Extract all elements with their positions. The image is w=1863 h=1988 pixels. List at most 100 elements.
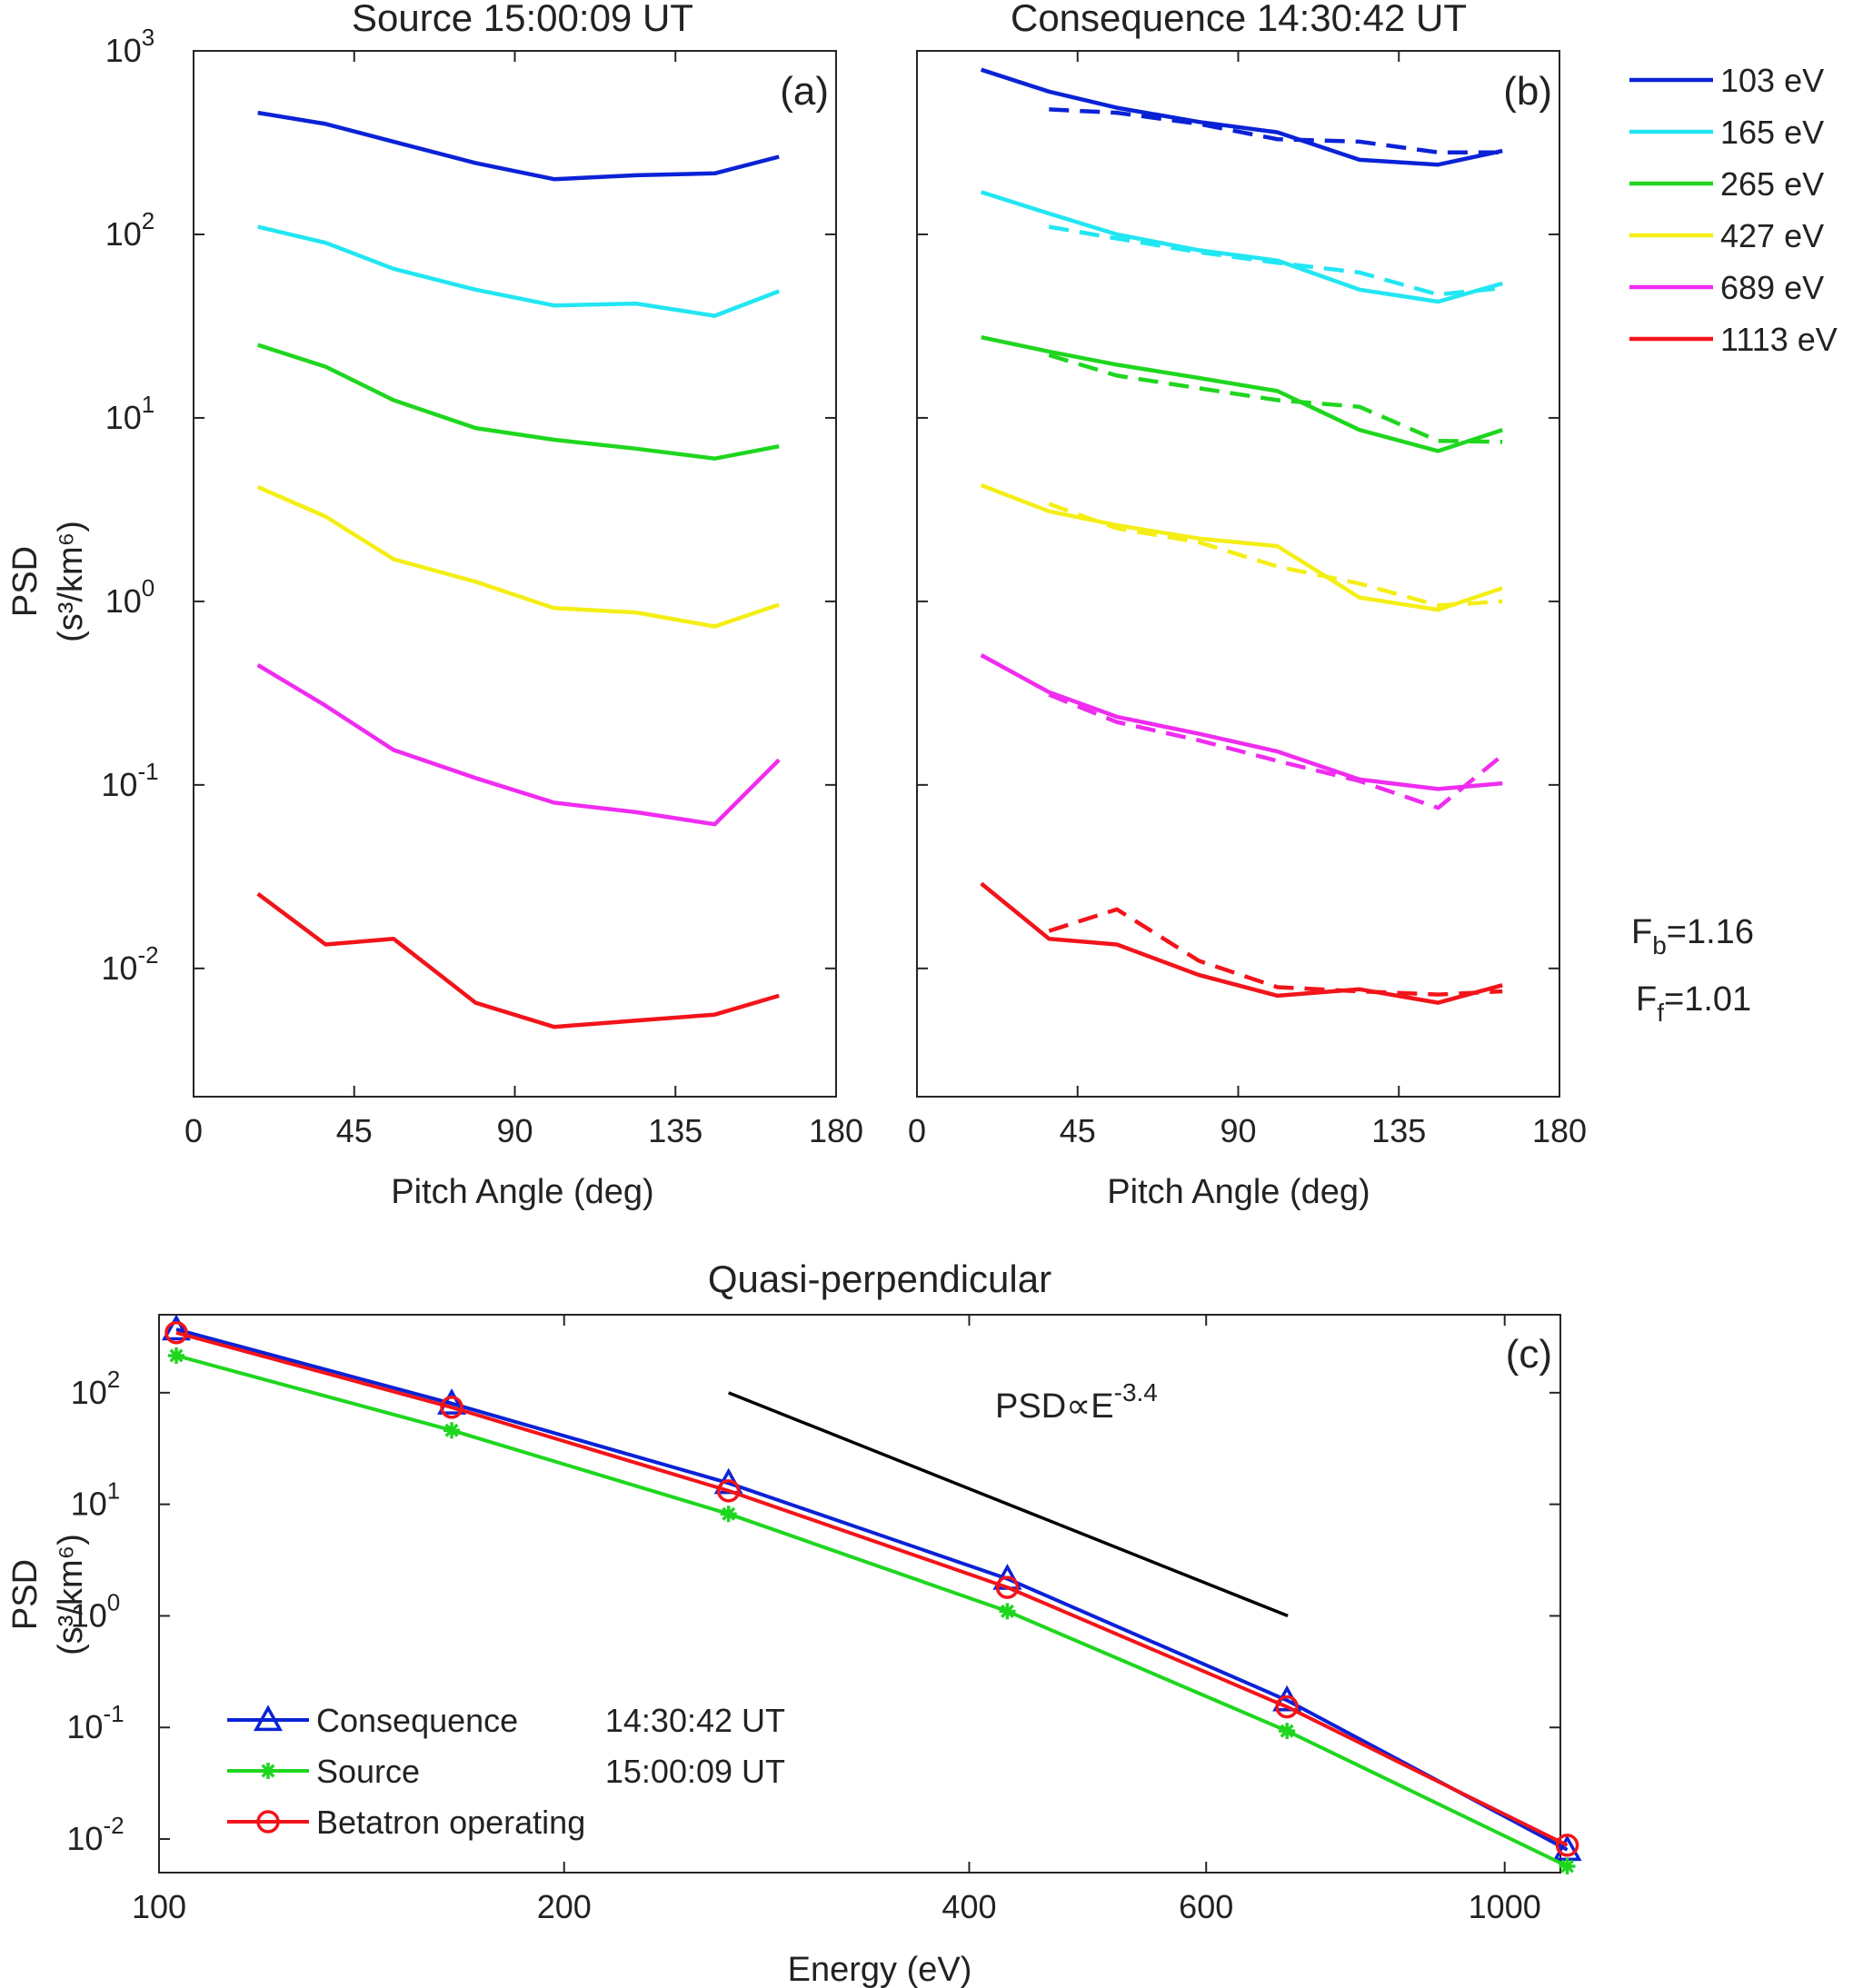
panel-b-series-1113-ev (980, 881, 1503, 1005)
panel-a-xtick-label-2: 90 (496, 1112, 533, 1149)
legend-label-1113-ev: 1113 eV (1720, 321, 1838, 358)
panel-a-xtick-label-0: 0 (184, 1112, 203, 1149)
panel-b-dashed-series-2 (1048, 353, 1503, 444)
reference-label-exp: -3.4 (1114, 1378, 1158, 1407)
panel-c-series-source-15-00-09-ut-point-0-stroke-3 (169, 1348, 184, 1363)
panel-a-ytick-label-exp-0: -2 (137, 941, 158, 969)
fb-base: F (1631, 913, 1652, 951)
panel-b: Consequence 14:30:42 UT (b) Pitch Angle … (908, 0, 1587, 1211)
panel-c-series (162, 1314, 1582, 1875)
panel-c-xlabel: Energy (eV) (788, 1951, 972, 1988)
reference-line (728, 1391, 1289, 1618)
panel-c-ytick-label-exp-0: -2 (103, 1812, 124, 1839)
panel-c-series-betatron-operating-point-4 (1275, 1695, 1299, 1719)
panel-c-ytick-label-base-2: 10 (71, 1596, 107, 1634)
ff-value: =1.01 (1664, 980, 1751, 1019)
panel-a-ytick-label-base-0: 10 (101, 949, 137, 987)
fb-value: =1.16 (1667, 913, 1754, 951)
panel-c-series-source-15-00-09-ut-point-5 (1559, 1858, 1576, 1875)
panel-c-series-source-15-00-09-ut-point-1 (443, 1422, 461, 1439)
panel-c-title: Quasi-perpendicular (708, 1257, 1051, 1300)
fb-sub: b (1652, 931, 1667, 959)
panel-b-dashed-series-5 (1048, 907, 1503, 997)
panel-a-ytick-label-base-1: 10 (101, 766, 137, 803)
energy-legend: 103 eV 165 eV 265 eV 427 eV 689 eV 1113 eV (1629, 62, 1838, 358)
panel-c-series-source-15-00-09-ut-point-0 (168, 1347, 185, 1365)
panel-c-xtick-label-3: 600 (1179, 1888, 1233, 1925)
panel-b-xtick-label-0: 0 (908, 1112, 926, 1149)
panel-c-ytick-label-exp-4: 2 (107, 1366, 120, 1393)
panel-c-series-source-15-00-09-ut-point-2 (720, 1506, 737, 1523)
panel-a-ytick-label-2: 100 (105, 574, 155, 620)
panel-a-series-427-ev (256, 484, 780, 629)
panel-c-legend-betatron-operating-label: Betatron operating (316, 1804, 585, 1841)
panel-c-series-betatron-operating-point-5 (1555, 1834, 1579, 1857)
panel-c-reference (728, 1391, 1289, 1618)
panel-c-legend-betatron-operating-marker (256, 1810, 280, 1834)
panel-c-legend: Consequence 14:30:42 UT Source 15:00:09 UT B… (227, 1702, 785, 1841)
reference-label-text: PSD∝E (995, 1387, 1114, 1426)
panel-c-legend-consequence-marker (254, 1705, 283, 1732)
panel-a-ytick-label-4: 102 (105, 207, 155, 253)
panel-c-x-ticks: 100 200 400 600 1000 (132, 1315, 1541, 1925)
panel-a-series-265-ev (257, 343, 780, 461)
panel-a-xlabel: Pitch Angle (deg) (391, 1173, 653, 1211)
panel-c-series-consequence-14-30-42-ut-point-0 (162, 1314, 191, 1341)
panel-a-xtick-label-1: 45 (336, 1112, 373, 1149)
panel-c-ytick-label-base-4: 10 (71, 1374, 107, 1411)
panel-a-ytick-label-exp-4: 2 (142, 207, 154, 234)
panel-c-legend-consequence-time: 14:30:42 UT (605, 1702, 785, 1739)
panel-c-xtick-label-4: 1000 (1469, 1888, 1541, 1925)
panel-a-ylabel-line2: (s³/km⁶) (52, 521, 90, 642)
panel-b-series-689-ev (980, 653, 1503, 791)
panel-c-series-betatron-operating-point-0 (164, 1321, 188, 1345)
panel-b-dashed-series-4 (1048, 692, 1504, 810)
panel-a-xtick-label-4: 180 (809, 1112, 863, 1149)
panel-c-axes (158, 1314, 1561, 1874)
panel-c-legend-source-marker (260, 1763, 276, 1779)
panel-c-ytick-label-4: 102 (71, 1366, 121, 1411)
panel-c-series-source-15-00-09-ut-point-4-stroke-3 (1280, 1724, 1294, 1738)
panel-c-ytick-label-exp-1: -1 (103, 1700, 124, 1727)
panel-a-ytick-label-base-3: 10 (105, 399, 142, 436)
panel-b-y-ticks (917, 50, 1559, 969)
panel-c-series-source-15-00-09-ut-point-4 (1279, 1723, 1296, 1740)
panel-b-series (980, 67, 1503, 1005)
panel-c-series-source-15-00-09-ut-point-5-stroke-3 (1560, 1859, 1575, 1874)
panel-c-series-betatron-operating (175, 1330, 1569, 1847)
legend-label-265-ev: 265 eV (1720, 165, 1824, 203)
panel-a-series-689-ev (256, 662, 781, 827)
panel-b-xtick-label-4: 180 (1532, 1112, 1587, 1149)
panel-c-xtick-label-1: 200 (537, 1888, 592, 1925)
panel-c: Quasi-perpendicular (c) Energy (eV) PSD … (6, 1257, 1582, 1988)
ff-sub: f (1657, 999, 1664, 1027)
panel-c-legend-source-label: Source (316, 1753, 420, 1790)
reference-label: PSD∝E-3.4 (995, 1378, 1158, 1426)
panel-c-series-betatron-operating-point-1 (440, 1396, 463, 1419)
legend-label-103-ev: 103 eV (1720, 62, 1824, 99)
panel-a-ytick-label-base-5: 10 (105, 32, 142, 69)
panel-b-xtick-label-2: 90 (1220, 1112, 1256, 1149)
panel-a-ylabel-line1: PSD (6, 546, 45, 617)
panel-c-ytick-label-base-3: 10 (71, 1486, 107, 1523)
panel-b-axes (916, 50, 1560, 1098)
panel-c-series-consequence-14-30-42-ut-point-1 (437, 1388, 467, 1415)
panel-c-legend-source-time: 15:00:09 UT (605, 1753, 785, 1790)
panel-a-xtick-label-3: 135 (648, 1112, 702, 1149)
panel-c-ytick-label-exp-3: 1 (107, 1477, 120, 1505)
panel-c-ytick-label-3: 101 (71, 1477, 121, 1523)
ff-annotation: Ff=1.01 (1636, 980, 1751, 1027)
panel-a-axes (193, 50, 837, 1098)
panel-c-series-source-15-00-09-ut-point-3-stroke-3 (1000, 1604, 1015, 1618)
panel-c-legend-source-marker-stroke-3 (261, 1764, 275, 1778)
panel-a-ytick-label-exp-3: 1 (142, 391, 154, 418)
panel-a-ytick-label-exp-1: -1 (137, 758, 158, 785)
panel-b-xtick-label-3: 135 (1371, 1112, 1426, 1149)
panel-b-dashed-series-0 (1049, 107, 1503, 154)
panel-b-dashed-series (1048, 107, 1504, 997)
panel-b-letter: (b) (1503, 69, 1552, 114)
panel-c-ytick-label-0: 10-2 (66, 1812, 124, 1857)
panel-b-title: Consequence 14:30:42 UT (1011, 0, 1467, 39)
